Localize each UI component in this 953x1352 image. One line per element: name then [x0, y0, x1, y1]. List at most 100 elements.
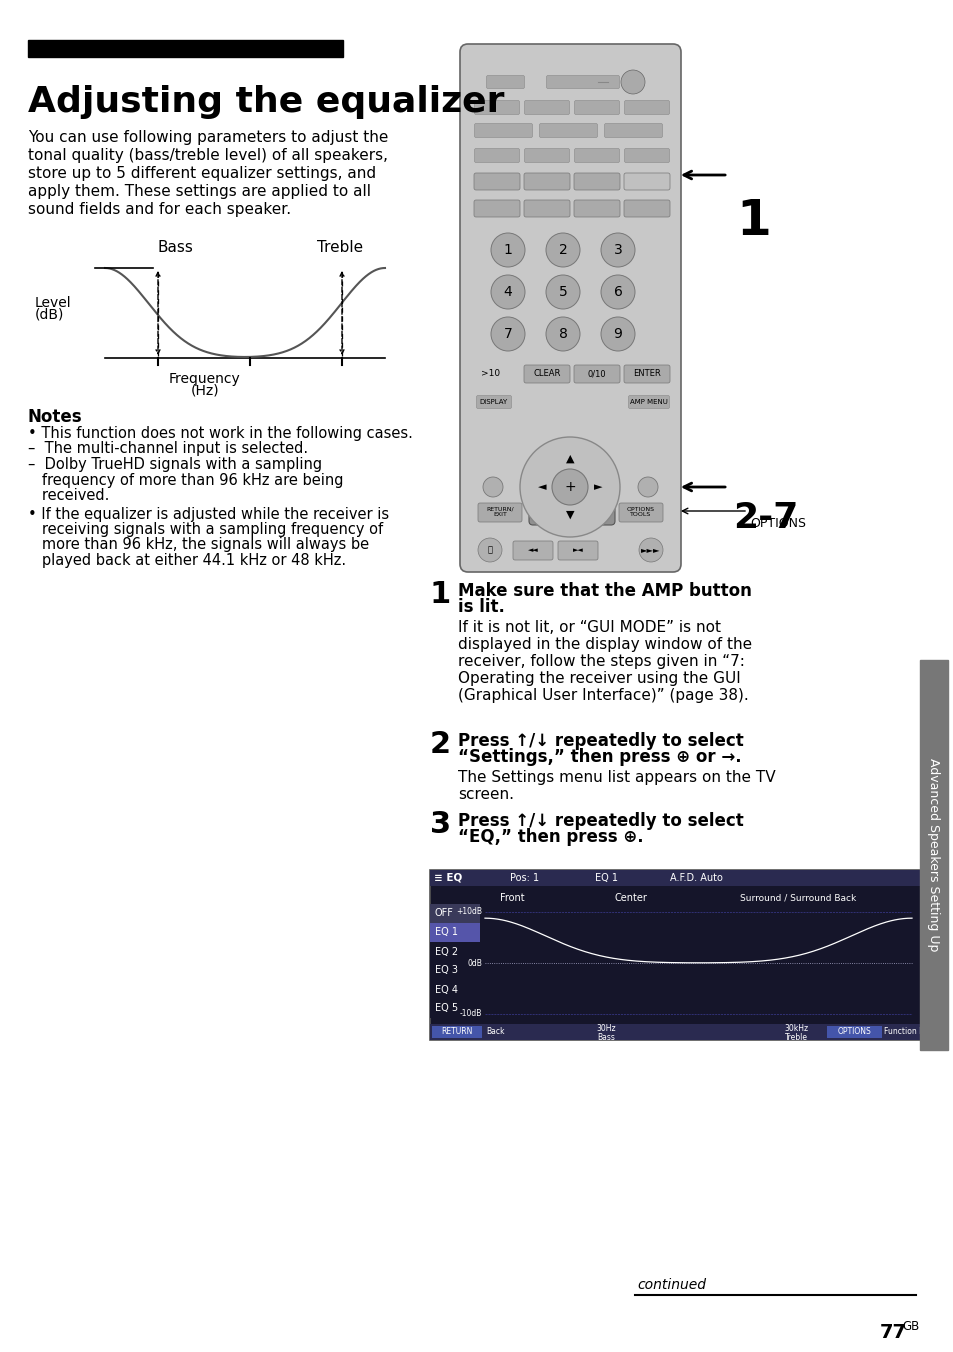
Circle shape [519, 437, 619, 537]
FancyBboxPatch shape [476, 396, 511, 408]
FancyBboxPatch shape [486, 76, 524, 88]
Text: Treble: Treble [316, 241, 363, 256]
Text: Operating the receiver using the GUI: Operating the receiver using the GUI [457, 671, 740, 685]
Text: Level: Level [35, 296, 71, 310]
Text: 4: 4 [503, 285, 512, 299]
Text: (Hz): (Hz) [191, 383, 219, 397]
Text: ⧖: ⧖ [487, 545, 492, 554]
FancyBboxPatch shape [459, 45, 680, 572]
Text: Bass: Bass [597, 1033, 615, 1042]
Text: ENTER: ENTER [633, 369, 660, 379]
Text: A.F.D. Auto: A.F.D. Auto [669, 873, 722, 883]
FancyBboxPatch shape [474, 100, 519, 115]
Text: receiver, follow the steps given in “7:: receiver, follow the steps given in “7: [457, 654, 744, 669]
FancyBboxPatch shape [513, 541, 553, 560]
FancyBboxPatch shape [524, 149, 569, 162]
Text: ▼: ▼ [565, 510, 574, 521]
Text: frequency of more than 96 kHz are being: frequency of more than 96 kHz are being [28, 472, 343, 488]
Text: ►: ► [593, 483, 601, 492]
FancyBboxPatch shape [574, 100, 618, 115]
FancyBboxPatch shape [477, 503, 521, 522]
Text: received.: received. [28, 488, 110, 503]
Circle shape [620, 70, 644, 95]
FancyBboxPatch shape [574, 149, 618, 162]
Text: ◄◄: ◄◄ [527, 548, 537, 553]
Bar [430, 1023, 921, 1040]
Circle shape [639, 538, 662, 562]
Text: 1: 1 [735, 197, 770, 245]
Text: sound fields and for each speaker.: sound fields and for each speaker. [28, 201, 291, 218]
FancyBboxPatch shape [523, 365, 569, 383]
Text: 2: 2 [558, 243, 567, 257]
Text: 7: 7 [503, 327, 512, 341]
Circle shape [545, 316, 579, 352]
Text: — CATEGORY +: — CATEGORY + [542, 502, 597, 507]
Bar [430, 904, 479, 923]
Text: receiving signals with a sampling frequency of: receiving signals with a sampling freque… [28, 522, 383, 537]
Bar [919, 660, 947, 1051]
FancyBboxPatch shape [523, 173, 569, 191]
FancyBboxPatch shape [623, 365, 669, 383]
Text: 77: 77 [879, 1324, 906, 1343]
Text: OFF: OFF [435, 909, 454, 918]
Bar [430, 942, 479, 961]
Text: EQ 1: EQ 1 [435, 927, 457, 937]
FancyBboxPatch shape [474, 200, 519, 218]
Text: 9: 9 [613, 327, 621, 341]
FancyBboxPatch shape [558, 541, 598, 560]
Text: 1: 1 [430, 580, 451, 608]
Text: Function List: Function List [883, 1028, 932, 1037]
Text: RETURN/
EXIT: RETURN/ EXIT [486, 507, 514, 518]
Text: +: + [563, 480, 576, 493]
Circle shape [491, 233, 524, 266]
FancyBboxPatch shape [529, 500, 615, 525]
Text: SCREEN/DSPL CONTROL: SCREEN/DSPL CONTROL [528, 493, 611, 499]
Text: Make sure that the AMP button: Make sure that the AMP button [457, 581, 751, 600]
Text: Back: Back [485, 1028, 504, 1037]
Text: EQ 3: EQ 3 [435, 965, 457, 976]
Text: Press ↑/↓ repeatedly to select: Press ↑/↓ repeatedly to select [457, 731, 743, 750]
Text: EQ 4: EQ 4 [435, 984, 457, 995]
Text: EQ 5: EQ 5 [435, 1003, 457, 1014]
FancyBboxPatch shape [474, 123, 532, 138]
Text: Bass: Bass [158, 241, 193, 256]
Text: 3: 3 [613, 243, 621, 257]
FancyBboxPatch shape [624, 100, 669, 115]
Text: continued: continued [637, 1278, 705, 1293]
Text: ≡ EQ: ≡ EQ [434, 873, 462, 883]
Circle shape [600, 316, 635, 352]
Text: Press ↑/↓ repeatedly to select: Press ↑/↓ repeatedly to select [457, 813, 743, 830]
Text: 1: 1 [503, 243, 512, 257]
Bar [432, 1026, 481, 1038]
Text: played back at either 44.1 kHz or 48 kHz.: played back at either 44.1 kHz or 48 kHz… [28, 553, 346, 568]
Text: OPTIONS: OPTIONS [838, 1028, 871, 1037]
Text: –  The multi-channel input is selected.: – The multi-channel input is selected. [28, 442, 308, 457]
Bar [430, 869, 921, 1040]
Text: 3: 3 [430, 810, 451, 840]
Circle shape [600, 233, 635, 266]
Bar [28, 41, 343, 57]
Circle shape [545, 233, 579, 266]
Text: 2-7: 2-7 [732, 502, 798, 535]
Text: AMP MENU: AMP MENU [629, 399, 667, 406]
Circle shape [477, 538, 501, 562]
Text: The Settings menu list appears on the TV: The Settings menu list appears on the TV [457, 771, 775, 786]
Text: >10: >10 [480, 369, 499, 379]
FancyBboxPatch shape [474, 173, 519, 191]
Text: ►◄: ►◄ [572, 548, 583, 553]
Bar [430, 869, 921, 886]
FancyBboxPatch shape [524, 100, 569, 115]
FancyBboxPatch shape [628, 396, 669, 408]
Circle shape [552, 469, 587, 506]
Text: “Settings,” then press ⊕ or →.: “Settings,” then press ⊕ or →. [457, 748, 740, 767]
Text: 0/10: 0/10 [587, 369, 606, 379]
FancyBboxPatch shape [623, 173, 669, 191]
Text: (dB): (dB) [35, 308, 64, 322]
Text: tonal quality (bass/treble level) of all speakers,: tonal quality (bass/treble level) of all… [28, 147, 388, 164]
Text: 30Hz: 30Hz [596, 1023, 615, 1033]
FancyBboxPatch shape [539, 123, 597, 138]
Text: CLEAR: CLEAR [533, 369, 560, 379]
Circle shape [545, 274, 579, 310]
Circle shape [491, 274, 524, 310]
FancyBboxPatch shape [623, 200, 669, 218]
